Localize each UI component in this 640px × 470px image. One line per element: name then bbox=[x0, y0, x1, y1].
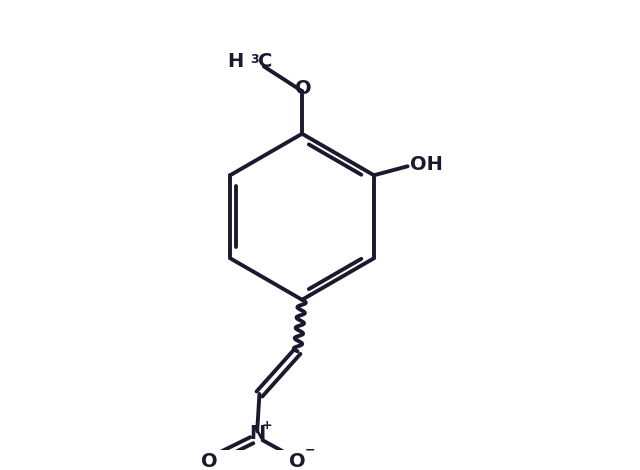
Text: N: N bbox=[249, 424, 266, 443]
Text: +: + bbox=[262, 419, 273, 432]
Text: −: − bbox=[305, 444, 315, 456]
Text: 3: 3 bbox=[250, 53, 259, 65]
Text: O: O bbox=[201, 452, 218, 470]
Text: O: O bbox=[289, 452, 306, 470]
Text: O: O bbox=[295, 79, 312, 98]
Text: C: C bbox=[258, 52, 273, 70]
Text: H: H bbox=[227, 52, 244, 70]
Text: OH: OH bbox=[410, 155, 443, 173]
